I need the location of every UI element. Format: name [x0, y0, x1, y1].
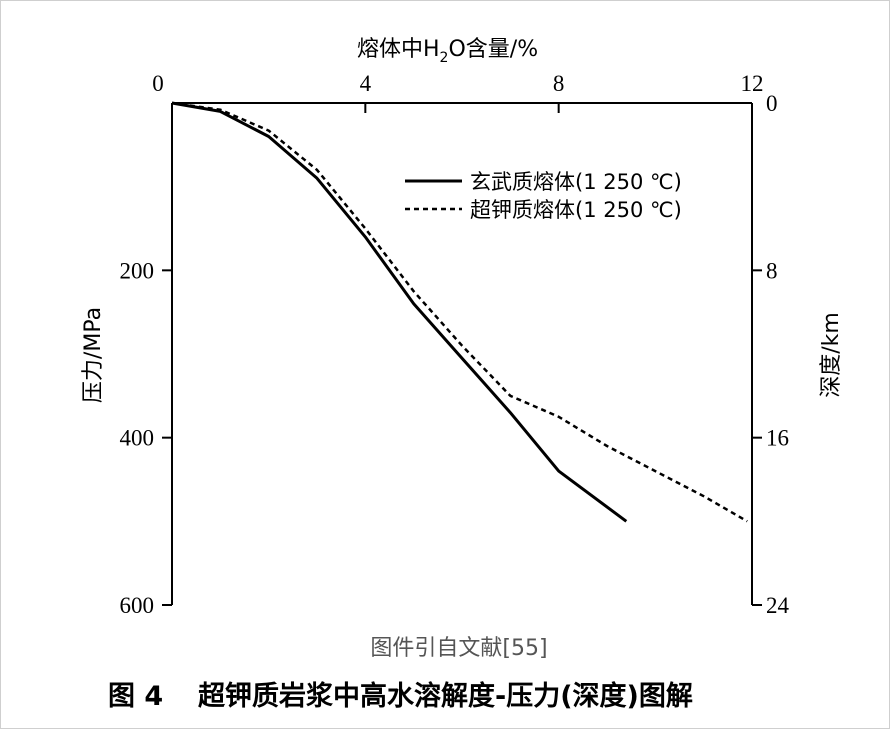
left-axis-title: 压力/MPa [81, 307, 106, 403]
y-right-tick-label-24: 24 [766, 593, 790, 618]
y-right-ticks: 0 8 16 24 [752, 91, 790, 618]
series-group [171, 101, 748, 523]
top-axis-title-base: 熔体中H [357, 37, 440, 62]
y-left-tick-label-400: 400 [120, 426, 155, 451]
series-line-ultrapotassic [171, 101, 748, 523]
legend-label-ultrapotassic: 超钾质熔体(1 250 ℃) [470, 198, 682, 222]
y-right-tick-label-16: 16 [766, 426, 789, 451]
top-axis-title-rest: O含量/% [448, 37, 538, 62]
top-axis-title-sub: 2 [440, 50, 449, 66]
x-tick-label-12: 12 [741, 71, 764, 96]
legend: 玄武质熔体(1 250 ℃) 超钾质熔体(1 250 ℃) [405, 170, 682, 222]
x-ticks: 0 4 8 12 [152, 71, 764, 113]
figure-label: 图 4 [108, 681, 163, 712]
figure-caption: 超钾质岩浆中高水溶解度-压力(深度)图解 [198, 680, 693, 712]
legend-label-basaltic: 玄武质熔体(1 250 ℃) [470, 170, 682, 194]
y-left-tick-label-600: 600 [120, 593, 155, 618]
y-left-tick-label-200: 200 [120, 258, 155, 283]
x-tick-label-0: 0 [152, 71, 164, 96]
top-axis-title: 熔体中H2O含量/% [357, 37, 538, 66]
x-tick-label-8: 8 [553, 71, 565, 96]
y-right-tick-label-8: 8 [766, 258, 778, 283]
source-note: 图件引自文献[55] [370, 636, 547, 661]
y-left-ticks: 200 400 600 [120, 258, 172, 618]
series-line-basaltic [171, 101, 628, 523]
right-axis-title: 深度/km [819, 312, 844, 398]
y-right-tick-label-0: 0 [766, 91, 778, 116]
x-tick-label-4: 4 [360, 71, 372, 96]
